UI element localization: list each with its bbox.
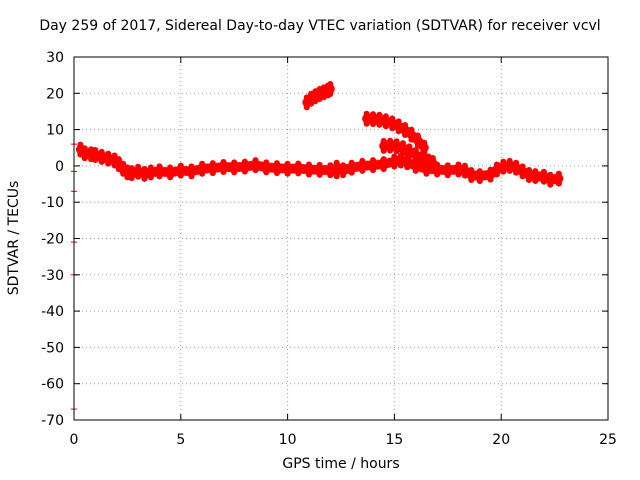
- x-tick-label: 20: [492, 432, 510, 448]
- data-points: [71, 80, 564, 412]
- y-tick-label: 0: [55, 159, 64, 175]
- x-tick-label: 5: [176, 432, 185, 448]
- grid-lines: [74, 57, 608, 420]
- series-2: [302, 80, 335, 111]
- series-3: [362, 110, 429, 156]
- y-tick-label: 20: [46, 86, 64, 102]
- x-tick-label: 15: [385, 432, 403, 448]
- axis-ticks: 0 5 10 15 20 25 -70 -60 -50 -40 -30 -20 -10 0 10 20 30: [41, 50, 617, 448]
- series-1: [332, 152, 564, 188]
- y-tick-label: 10: [46, 123, 64, 139]
- x-axis-label: GPS time / hours: [282, 456, 400, 472]
- y-tick-label: -50: [41, 340, 64, 356]
- chart-title: Day 259 of 2017, Sidereal Day-to-day VTE…: [39, 18, 601, 34]
- x-tick-label: 10: [279, 432, 297, 448]
- y-tick-label: 30: [46, 50, 64, 66]
- y-tick-label: -20: [41, 232, 64, 248]
- y-tick-label: -60: [41, 377, 64, 393]
- x-tick-label: 25: [599, 432, 617, 448]
- y-tick-label: -30: [41, 268, 64, 284]
- y-tick-label: -10: [41, 195, 64, 211]
- y-axis-label: SDTVAR / TECUs: [6, 180, 22, 296]
- series-0: [75, 141, 342, 182]
- y-tick-label: -40: [41, 304, 64, 320]
- x-tick-label: 0: [70, 432, 79, 448]
- series-4: [379, 137, 438, 171]
- y-tick-label: -70: [41, 413, 64, 429]
